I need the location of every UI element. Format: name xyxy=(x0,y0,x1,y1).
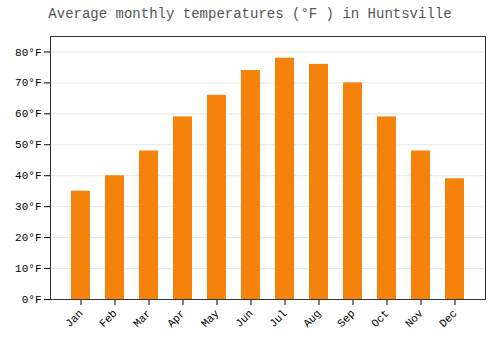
svg-text:Nov: Nov xyxy=(403,307,426,330)
svg-text:May: May xyxy=(199,307,222,330)
svg-text:Feb: Feb xyxy=(97,307,119,329)
svg-text:40°F: 40°F xyxy=(15,170,41,182)
svg-text:Mar: Mar xyxy=(131,307,153,329)
svg-text:Jun: Jun xyxy=(233,307,255,329)
svg-text:Sep: Sep xyxy=(335,307,357,329)
svg-text:Apr: Apr xyxy=(165,307,187,329)
svg-text:Jul: Jul xyxy=(267,307,289,329)
html-text:Average monthly temperatures (: Average monthly temperatures (°F ) in Hu… xyxy=(48,6,452,22)
svg-text:70°F: 70°F xyxy=(15,77,41,89)
svg-text:50°F: 50°F xyxy=(15,139,41,151)
svg-text:30°F: 30°F xyxy=(15,201,41,213)
svg-text:0°F: 0°F xyxy=(22,294,42,306)
svg-text:Aug: Aug xyxy=(301,307,323,329)
svg-text:Dec: Dec xyxy=(437,307,459,329)
svg-text:Jan: Jan xyxy=(63,307,85,329)
svg-text:20°F: 20°F xyxy=(15,232,41,244)
svg-text:60°F: 60°F xyxy=(15,108,41,120)
svg-text:Oct: Oct xyxy=(369,307,391,329)
svg-text:80°F: 80°F xyxy=(15,46,41,58)
svg-text:10°F: 10°F xyxy=(15,263,41,275)
